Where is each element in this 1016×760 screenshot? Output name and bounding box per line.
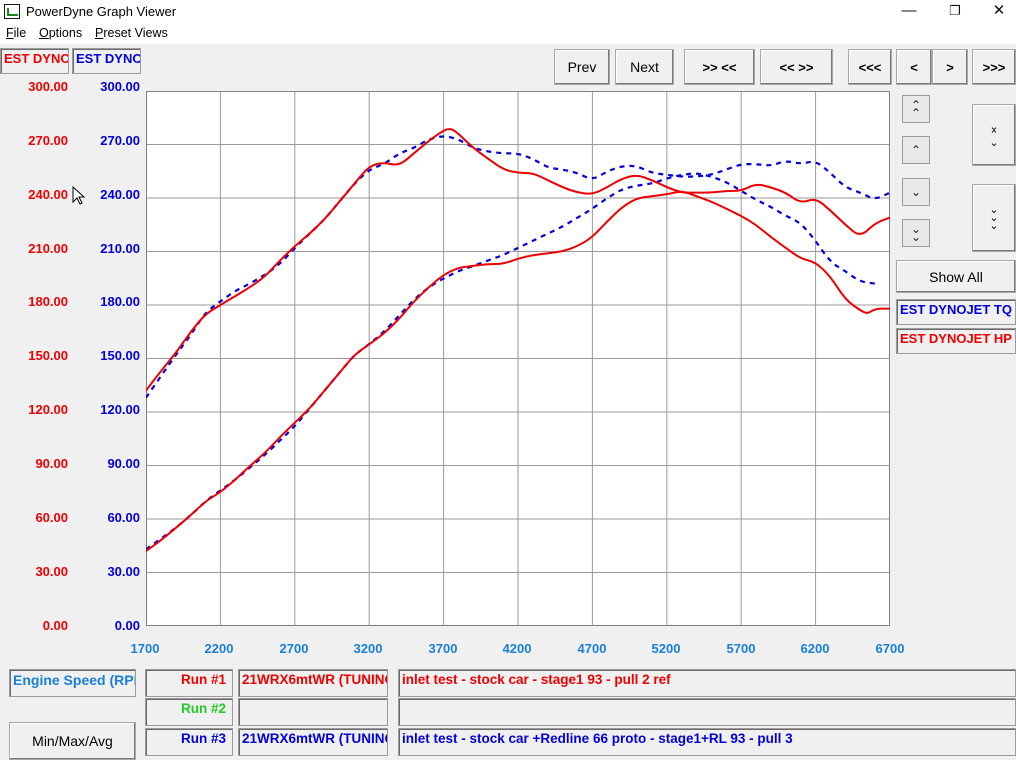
series-line-run-3-est-dynojet-tq xyxy=(146,135,890,399)
right-y-tick-label: 120.00 xyxy=(100,402,140,417)
run1-file[interactable]: 21WRX6mtWR (TUNING) xyxy=(238,669,388,697)
scroll-down-icon[interactable]: ⌄ xyxy=(902,178,930,206)
title-bar: PowerDyne Graph Viewer — ❐ ✕ xyxy=(0,0,1016,24)
run1-label[interactable]: Run #1 xyxy=(145,669,233,697)
series-line-run-1-est-dynojet-tq xyxy=(146,128,890,392)
run3-label[interactable]: Run #3 xyxy=(145,728,233,756)
left-y-tick-label: 0.00 xyxy=(42,618,68,633)
run3-file[interactable]: 21WRX6mtWR (TUNING) xyxy=(238,728,388,756)
x-channel-field[interactable]: Engine Speed (RPM) xyxy=(9,669,136,697)
right-y-tick-label: 0.00 xyxy=(114,618,140,633)
right-y-tick-label: 60.00 xyxy=(107,510,140,525)
app-chart-icon xyxy=(4,4,20,19)
left-axis-channel-header[interactable]: EST DYNO xyxy=(0,48,69,74)
minimize-button[interactable]: — xyxy=(901,2,917,19)
x-tick-label: 4700 xyxy=(577,641,607,656)
zoom-in-button[interactable]: >> << xyxy=(684,49,755,85)
series-line-run-1-est-dynojet-hp xyxy=(146,190,890,552)
left-y-tick-label: 150.00 xyxy=(28,348,68,363)
chart-grid xyxy=(146,91,890,626)
left-y-tick-label: 210.00 xyxy=(28,241,68,256)
right-y-tick-label: 30.00 xyxy=(107,564,140,579)
right-y-tick-label: 150.00 xyxy=(100,348,140,363)
x-tick-label: 2700 xyxy=(279,641,309,656)
legend-hp-field[interactable]: EST DYNOJET HP xyxy=(896,328,1016,354)
zoom-out-button[interactable]: << >> xyxy=(760,49,833,85)
menu-bar: File Options Preset Views xyxy=(0,24,1016,44)
run2-file[interactable] xyxy=(238,698,388,726)
chart-series xyxy=(146,128,890,552)
left-y-tick-label: 270.00 xyxy=(28,133,68,148)
x-tick-label: 2200 xyxy=(204,641,234,656)
scroll-far-left-button[interactable]: <<< xyxy=(848,49,892,85)
menu-options[interactable]: Options xyxy=(39,26,83,40)
menu-file[interactable]: File xyxy=(6,26,27,40)
right-y-tick-label: 180.00 xyxy=(100,294,140,309)
left-y-tick-label: 240.00 xyxy=(28,187,68,202)
series-line-run-3-est-dynojet-hp xyxy=(146,172,876,551)
x-tick-label: 3700 xyxy=(428,641,458,656)
maximize-button[interactable]: ❐ xyxy=(949,3,961,18)
scale-up-button[interactable]: ⌄ ⌃ ⌄ xyxy=(972,104,1016,166)
right-y-tick-label: 240.00 xyxy=(100,187,140,202)
show-all-button[interactable]: Show All xyxy=(896,260,1016,293)
x-tick-label: 6700 xyxy=(875,641,905,656)
x-tick-label: 6200 xyxy=(800,641,830,656)
mouse-cursor-icon xyxy=(72,186,86,205)
close-button[interactable]: ✕ xyxy=(992,2,1006,19)
right-axis-channel-header[interactable]: EST DYNO xyxy=(72,48,141,74)
x-tick-label: 4200 xyxy=(502,641,532,656)
run2-label[interactable]: Run #2 xyxy=(145,698,233,726)
right-y-tick-label: 300.00 xyxy=(100,79,140,94)
window-title: PowerDyne Graph Viewer xyxy=(26,4,177,19)
right-y-tick-label: 210.00 xyxy=(100,241,140,256)
right-y-tick-label: 270.00 xyxy=(100,133,140,148)
legend-tq-field[interactable]: EST DYNOJET TQ xyxy=(896,299,1016,325)
x-tick-label: 1700 xyxy=(130,641,160,656)
scale-up-icon: ⌄ ⌃ ⌄ xyxy=(989,121,999,149)
left-y-tick-label: 60.00 xyxy=(35,510,68,525)
left-y-tick-label: 180.00 xyxy=(28,294,68,309)
x-tick-label: 5200 xyxy=(651,641,681,656)
dyno-chart[interactable] xyxy=(146,91,890,626)
plot-border xyxy=(146,91,890,626)
prev-button[interactable]: Prev xyxy=(554,49,610,85)
scale-down-button[interactable]: ⌄ ⌄ ⌄ xyxy=(972,184,1016,252)
scale-down-icon: ⌄ ⌄ ⌄ xyxy=(989,204,999,232)
run1-description[interactable]: inlet test - stock car - stage1 93 - pul… xyxy=(398,669,1016,697)
left-y-tick-label: 120.00 xyxy=(28,402,68,417)
min-max-avg-button[interactable]: Min/Max/Avg xyxy=(9,722,136,760)
scroll-left-button[interactable]: < xyxy=(896,49,932,85)
x-tick-label: 3200 xyxy=(353,641,383,656)
next-button[interactable]: Next xyxy=(615,49,674,85)
left-y-tick-label: 30.00 xyxy=(35,564,68,579)
scroll-down-fast-icon[interactable]: ⌄ ⌄ xyxy=(902,219,930,247)
menu-preset-views[interactable]: Preset Views xyxy=(95,26,168,40)
run2-description[interactable] xyxy=(398,698,1016,726)
scroll-up-icon[interactable]: ⌃ xyxy=(902,136,930,164)
left-y-tick-label: 90.00 xyxy=(35,456,68,471)
x-tick-label: 5700 xyxy=(726,641,756,656)
scroll-far-right-button[interactable]: >>> xyxy=(972,49,1016,85)
right-y-tick-label: 90.00 xyxy=(107,456,140,471)
scroll-up-fast-icon[interactable]: ⌃ ⌃ xyxy=(902,95,930,123)
left-y-tick-label: 300.00 xyxy=(28,79,68,94)
run3-description[interactable]: inlet test - stock car +Redline 66 proto… xyxy=(398,728,1016,756)
scroll-right-button[interactable]: > xyxy=(932,49,968,85)
